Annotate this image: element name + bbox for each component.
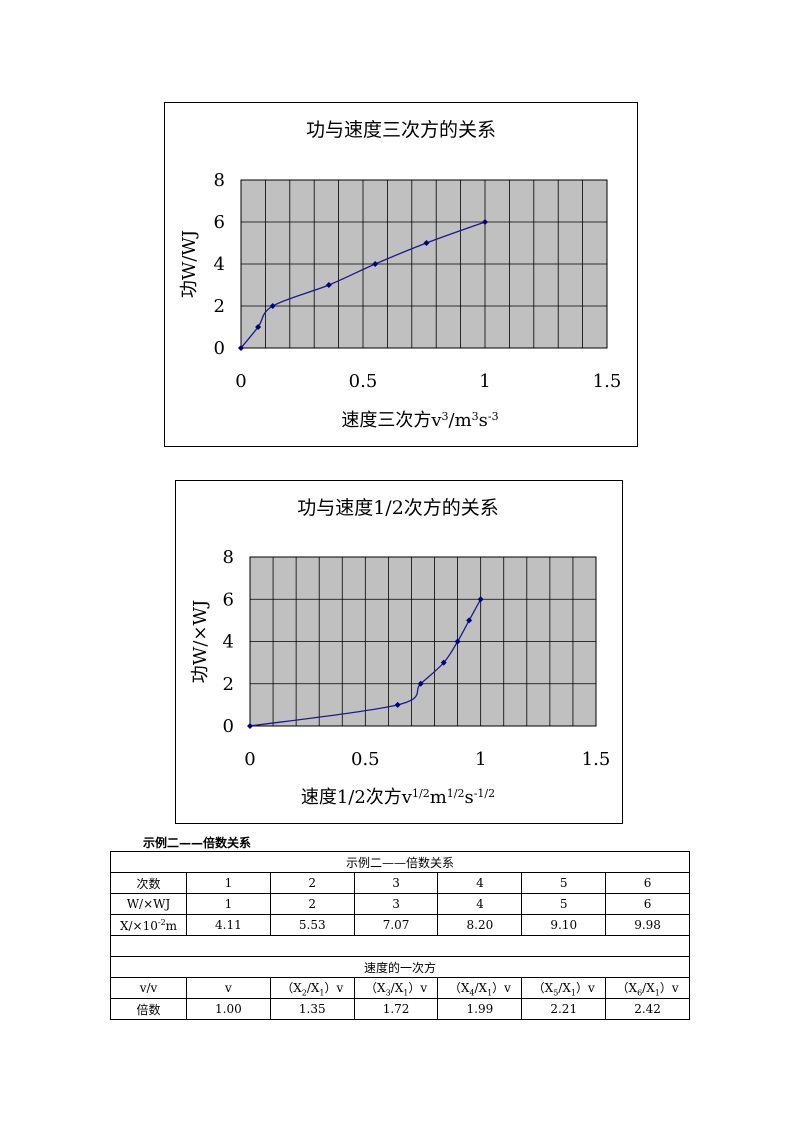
- y-tick-label: 2: [214, 296, 225, 317]
- chart-cube-velocity: 功与速度三次方的关系 0 2 4 6 8 0 0.5 1 1.5 速度三次方v3/m3s-3 功W/W…: [164, 102, 638, 447]
- data-point: [454, 638, 461, 645]
- table-cell: （X3/X1）v: [353, 977, 439, 999]
- data-point: [417, 680, 424, 687]
- multiple-relation-table: 示例二——倍数关系 次数 1 2 3 4 5 6 W/×WJ 1 2 3 4 5 6 X/×10-2m 4…: [110, 851, 690, 1020]
- x-tick-label: 1: [479, 371, 490, 392]
- table-cell: 5.53: [269, 914, 355, 936]
- table-title: 示例二——倍数关系: [110, 851, 690, 873]
- chart-title: 功与速度1/2次方的关系: [297, 497, 499, 519]
- table-cell: 2: [269, 872, 355, 894]
- data-point: [238, 345, 244, 351]
- table-row-work: W/×WJ 1 2 3 4 5 6: [110, 893, 690, 915]
- row-label-velocity: v/v: [110, 977, 187, 999]
- data-point: [423, 240, 430, 246]
- table-cell: 3: [353, 872, 439, 894]
- row-label-multiple: 倍数: [110, 998, 187, 1020]
- x-axis-label: 速度1/2次方v1/2m1/2s-1/2: [301, 787, 495, 809]
- table-row-velocity: v/v v （X2/X1）v （X3/X1）v （X4/X1）v （X5/X1）v （X6/…: [110, 977, 690, 999]
- table-caption: 示例二——倍数关系: [143, 836, 252, 850]
- data-point: [325, 282, 332, 288]
- table-cell: （X2/X1）v: [269, 977, 355, 999]
- x-tick-label: 0.5: [349, 371, 378, 392]
- data-point: [466, 617, 473, 624]
- table-row-multiple: 倍数 1.00 1.35 1.72 1.99 2.21 2.42: [110, 998, 690, 1020]
- y-tick-label: 4: [214, 254, 225, 275]
- table-cell: v: [186, 977, 271, 999]
- y-tick-label: 8: [214, 170, 225, 191]
- table-cell: 9.98: [605, 914, 690, 936]
- data-point: [477, 596, 484, 603]
- y-tick-label: 8: [223, 547, 234, 568]
- table-cell: 2: [269, 893, 355, 915]
- table-cell: 1.72: [353, 998, 439, 1020]
- table-cell: （X5/X1）v: [521, 977, 607, 999]
- data-point: [372, 261, 379, 267]
- x-tick-label: 1.5: [582, 749, 611, 770]
- y-tick-label: 6: [214, 212, 225, 233]
- table-cell: 6: [605, 872, 690, 894]
- x-tick-label: 1.5: [593, 371, 622, 392]
- chart-cube-velocity-svg: 功与速度三次方的关系 0 2 4 6 8 0 0.5 1 1.5 速度三次方v3/m3s-3 功W/W…: [179, 119, 622, 432]
- data-point: [255, 324, 262, 330]
- data-point: [440, 659, 447, 666]
- row-label-count: 次数: [110, 872, 187, 894]
- table-cell: 4: [437, 872, 523, 894]
- data-point: [394, 701, 401, 708]
- table-title-row: 示例二——倍数关系: [110, 851, 690, 873]
- y-tick-label: 6: [223, 589, 234, 610]
- table-cell: 2.21: [521, 998, 607, 1020]
- x-tick-label: 1: [475, 749, 486, 770]
- table-cell: 9.10: [521, 914, 607, 936]
- table-cell: （X6/X1）v: [605, 977, 690, 999]
- table-cell: 1.35: [269, 998, 355, 1020]
- table-section2-row: 速度的一次方: [110, 956, 690, 978]
- table-cell: 2.42: [605, 998, 690, 1020]
- table-row-count: 次数 1 2 3 4 5 6: [110, 872, 690, 894]
- table-cell: 6: [605, 893, 690, 915]
- table-section2-title: 速度的一次方: [110, 956, 690, 978]
- data-point: [247, 723, 253, 729]
- y-tick-label: 4: [223, 632, 234, 653]
- table-cell: 4: [437, 893, 523, 915]
- table-cell: 8.20: [437, 914, 523, 936]
- y-tick-label: 0: [214, 338, 225, 359]
- table-cell: 1: [186, 872, 271, 894]
- chart-sqrt-velocity-svg: 功与速度1/2次方的关系 0 2 4 6 8 0 0.5 1 1.5 速度1/2次方v1/2m1/2…: [190, 497, 611, 809]
- table-cell: 7.07: [353, 914, 439, 936]
- table-spacer-cell: [110, 935, 690, 957]
- table-cell: 1: [186, 893, 271, 915]
- data-point: [269, 303, 276, 309]
- data-point: [482, 219, 488, 225]
- table-cell: 3: [353, 893, 439, 915]
- y-axis-label: 功W/WJ: [179, 230, 200, 298]
- x-tick-label: 0: [244, 749, 255, 770]
- row-label-distance: X/×10-2m: [110, 914, 187, 936]
- row-label-work: W/×WJ: [110, 893, 187, 915]
- table-cell: 4.11: [186, 914, 271, 936]
- x-tick-label: 0.5: [351, 749, 380, 770]
- y-tick-label: 0: [223, 716, 234, 737]
- y-tick-label: 2: [223, 674, 234, 695]
- chart-sqrt-velocity: 功与速度1/2次方的关系 0 2 4 6 8 0 0.5 1 1.5 速度1/2次方v1/2m1/2…: [175, 480, 623, 824]
- x-axis-label: 速度三次方v3/m3s-3: [341, 410, 498, 432]
- table-cell: （X4/X1）v: [437, 977, 523, 999]
- table-spacer-row: [110, 935, 690, 957]
- chart-title: 功与速度三次方的关系: [306, 119, 496, 141]
- table-cell: 5: [521, 872, 607, 894]
- y-axis-label: 功W/×WJ: [190, 600, 211, 683]
- table-cell: 1.99: [437, 998, 523, 1020]
- table-cell: 5: [521, 893, 607, 915]
- table-cell: 1.00: [186, 998, 271, 1020]
- table-row-distance: X/×10-2m 4.11 5.53 7.07 8.20 9.10 9.98: [110, 914, 690, 936]
- x-tick-label: 0: [235, 371, 246, 392]
